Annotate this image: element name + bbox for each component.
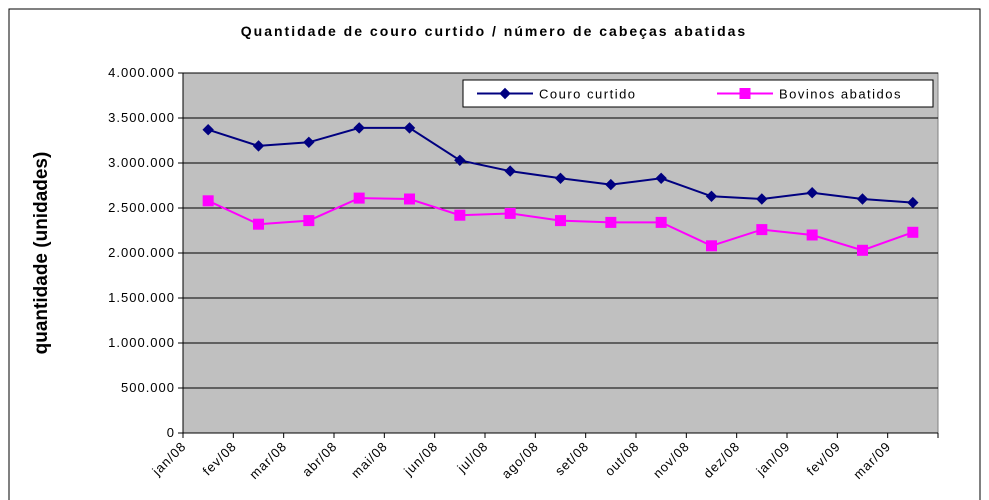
y-tick-label: 0 (167, 425, 175, 440)
data-point (605, 178, 617, 191)
data-point (705, 190, 718, 203)
data-point (706, 240, 717, 252)
data-point (655, 216, 667, 228)
y-tick-label: 1.500.000 (108, 290, 175, 305)
data-point (403, 122, 416, 134)
y-tick-label: 500.000 (121, 380, 175, 395)
data-point (202, 123, 214, 136)
data-point (605, 216, 617, 228)
legend (462, 79, 934, 108)
y-tick-label: 3.500.000 (108, 110, 175, 125)
legend-label: Couro curtido (539, 87, 637, 102)
data-point (454, 154, 466, 167)
legend-marker (739, 88, 751, 99)
data-point (504, 165, 516, 177)
data-point (555, 215, 566, 227)
data-point (806, 186, 818, 199)
data-point (404, 193, 415, 205)
data-point (504, 207, 516, 219)
data-point (353, 192, 365, 204)
data-point (554, 172, 567, 185)
chart-title: Quantidade de couro curtido / número de … (241, 23, 747, 39)
data-point (303, 136, 315, 149)
data-point (303, 215, 315, 227)
y-tick-label: 2.500.000 (108, 200, 175, 215)
data-point (856, 193, 869, 205)
y-axis-label: quantidade (unidades) (31, 152, 52, 355)
data-point (806, 229, 818, 241)
data-point (907, 226, 919, 238)
data-point (655, 172, 667, 185)
y-tick-label: 2.000.000 (108, 245, 175, 260)
data-point (756, 224, 768, 236)
data-point (252, 140, 265, 152)
data-point (756, 193, 768, 205)
y-tick-label: 4.000.000 (108, 65, 175, 80)
data-point (907, 196, 919, 209)
y-tick-label: 1.000.000 (108, 335, 175, 350)
data-point (202, 195, 214, 207)
y-tick-label: 3.000.000 (108, 155, 175, 170)
data-point (857, 244, 868, 256)
legend-marker (499, 87, 511, 100)
data-point (454, 209, 466, 221)
legend-label: Bovinos abatidos (779, 87, 902, 102)
data-point (253, 218, 264, 230)
data-point (353, 122, 365, 134)
